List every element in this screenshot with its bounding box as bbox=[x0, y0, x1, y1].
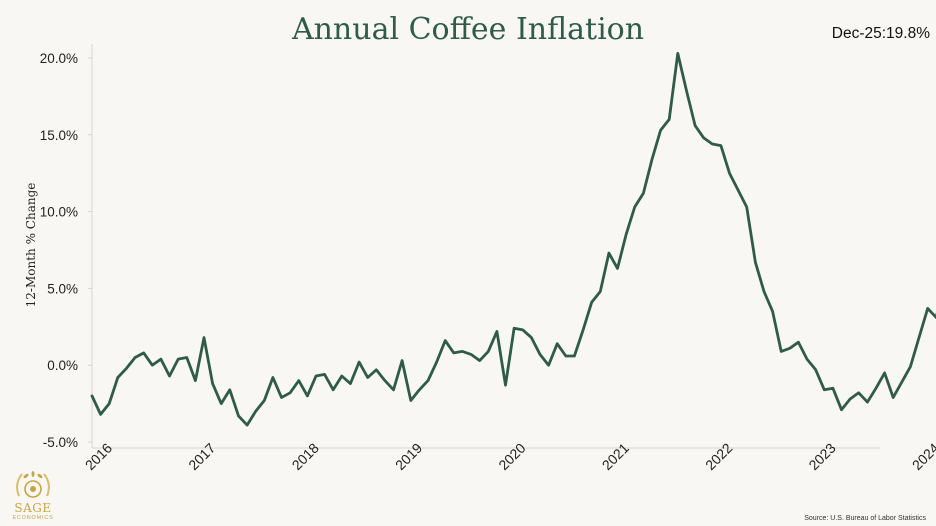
x-tick-label: 2017 bbox=[185, 440, 218, 473]
x-tick-label: 2020 bbox=[495, 440, 528, 473]
y-axis-ticks: 20.0% 15.0% 10.0% 5.0% 0.0% -5.0% bbox=[40, 51, 92, 450]
x-tick: 2022 bbox=[702, 440, 735, 473]
x-tick: 2021 bbox=[599, 440, 632, 473]
x-tick-label: 2018 bbox=[289, 440, 322, 473]
sage-logo: SAGE ECONOMICS bbox=[12, 471, 53, 521]
y-tick-label: 5.0% bbox=[47, 281, 78, 296]
y-tick-label: -5.0% bbox=[43, 435, 78, 450]
x-tick: 2023 bbox=[805, 440, 838, 473]
annotation-group: Dec-25:19.8% bbox=[832, 25, 930, 42]
series-line bbox=[90, 52, 936, 427]
x-tick: 2020 bbox=[495, 440, 528, 473]
x-axis-ticks: 2016201720182019202020212022202320242025 bbox=[82, 440, 936, 473]
x-tick: 2019 bbox=[392, 440, 425, 473]
logo-tagline: ECONOMICS bbox=[12, 515, 53, 521]
source-note: Source: U.S. Bureau of Labor Statistics bbox=[804, 515, 926, 522]
x-tick-label: 2023 bbox=[805, 440, 838, 473]
x-tick-label: 2016 bbox=[82, 440, 115, 473]
series-group bbox=[90, 52, 936, 427]
leaf-wreath-icon bbox=[16, 471, 50, 498]
y-tick-label: 0.0% bbox=[47, 358, 78, 373]
x-tick: 2017 bbox=[185, 440, 218, 473]
x-tick: 2016 bbox=[82, 440, 115, 473]
chart-title: Annual Coffee Inflation bbox=[291, 12, 644, 47]
x-tick: 2024 bbox=[909, 440, 936, 473]
y-tick-label: 20.0% bbox=[40, 51, 78, 66]
x-tick-label: 2024 bbox=[909, 440, 936, 473]
x-tick: 2018 bbox=[289, 440, 322, 473]
logo-name: SAGE bbox=[14, 501, 51, 515]
x-tick-label: 2022 bbox=[702, 440, 735, 473]
x-tick-label: 2021 bbox=[599, 440, 632, 473]
x-tick-label: 2019 bbox=[392, 440, 425, 473]
annotation-label: Dec-25:19.8% bbox=[832, 25, 930, 42]
y-tick-label: 15.0% bbox=[40, 128, 78, 143]
y-axis-label: 12-Month % Change bbox=[24, 183, 38, 308]
y-tick-label: 10.0% bbox=[40, 205, 78, 220]
